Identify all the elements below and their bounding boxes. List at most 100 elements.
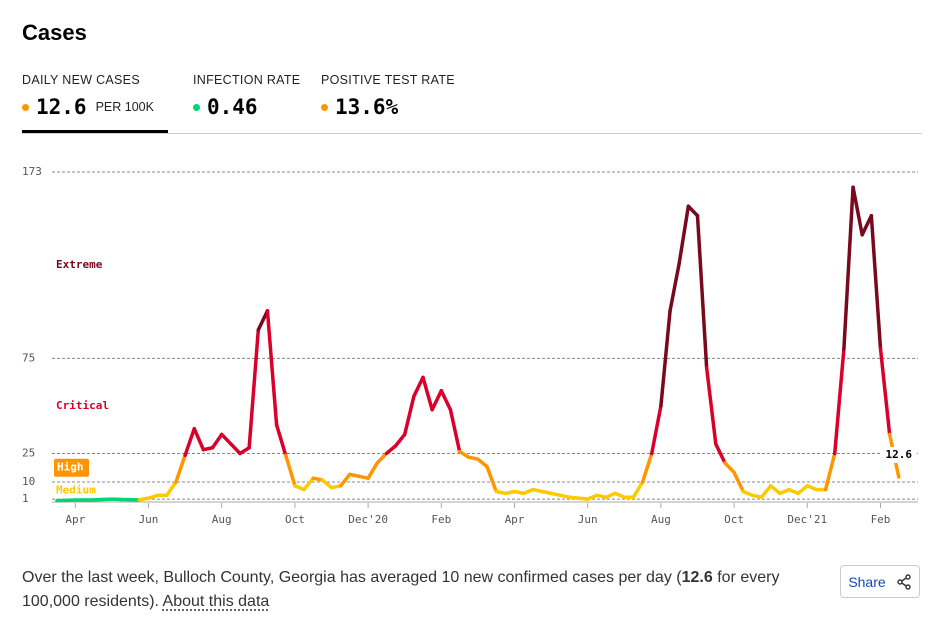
summary-text: for every 100,000 residents). [22, 569, 780, 610]
line-segment [631, 480, 645, 499]
line-segment [192, 426, 206, 452]
line-segment [732, 470, 745, 494]
end-label: 12.6 [886, 448, 913, 461]
metric-tab[interactable]: POSITIVE TEST RATE 13.6% [321, 73, 455, 119]
line-segment [704, 366, 718, 446]
line-segment [274, 423, 288, 458]
line-segment [695, 213, 709, 370]
line-segment [302, 476, 315, 492]
x-tick-label: Dec'21 [787, 513, 827, 526]
metric-value: 0.46 [207, 95, 258, 119]
line-segment [759, 484, 773, 499]
x-tick-label: Aug [212, 513, 232, 526]
metric-dot [321, 103, 328, 111]
y-tick-label: 75 [22, 351, 35, 364]
line-segment [448, 407, 462, 454]
line-segment [869, 213, 883, 351]
line-segment [457, 449, 471, 460]
metric-value: 12.6 [36, 95, 87, 119]
y-tick-label: 10 [22, 475, 35, 488]
line-segment [238, 446, 251, 456]
share-icon [896, 573, 911, 590]
line-segment [833, 347, 846, 456]
metric-dot [22, 103, 29, 111]
metric-tab[interactable]: INFECTION RATE 0.46 [193, 73, 300, 119]
line-segment [714, 442, 727, 465]
metric-label: POSITIVE TEST RATE [321, 73, 455, 87]
x-tick-label: Dec'20 [348, 513, 388, 526]
y-tick-label: 173 [22, 165, 42, 178]
line-segment [265, 309, 279, 427]
share-label: Share [848, 573, 886, 590]
line-segment [320, 478, 334, 490]
zone-label: High [57, 461, 84, 474]
line-segment [229, 442, 242, 456]
line-segment [768, 484, 782, 496]
line-segment [823, 451, 837, 492]
tab-divider [22, 133, 922, 134]
line-segment [659, 309, 672, 408]
y-tick-label: 25 [22, 446, 35, 459]
line-segment [256, 309, 270, 332]
line-segment [338, 472, 352, 488]
metric-value-row: 0.46 [193, 95, 300, 119]
metric-value-row: 13.6% [321, 95, 455, 119]
metric-label: DAILY NEW CASES [22, 73, 140, 87]
metric-dot [193, 103, 200, 111]
line-segment [796, 484, 810, 496]
line-segment [247, 328, 261, 450]
line-segment [476, 457, 489, 469]
metric-unit: PER 100K [95, 100, 154, 114]
zone-label: Medium [56, 484, 96, 497]
line-segment [375, 451, 389, 465]
metric-value-row: 12.6 PER 100K [22, 95, 154, 119]
line-segment [686, 204, 700, 218]
y-tick-label: 1 [22, 492, 29, 505]
metric-label: INFECTION RATE [193, 73, 301, 87]
section-title: Cases [22, 20, 87, 45]
line-segment [851, 185, 864, 237]
end-label-bg [880, 447, 917, 464]
line-segment [393, 432, 407, 448]
line-segment [430, 388, 444, 412]
metric-value: 13.6% [335, 95, 399, 119]
line-segment [210, 432, 224, 450]
x-tick-label: Feb [431, 513, 451, 526]
zone-label: Critical [56, 399, 109, 412]
zone-label: Extreme [56, 258, 103, 271]
line-segment [402, 394, 416, 437]
summary-text: Over the last week, Bulloch County, Geor… [22, 569, 682, 586]
line-segment [485, 465, 498, 494]
line-segment [439, 388, 453, 412]
line-segment [384, 444, 398, 456]
line-segment [284, 453, 297, 488]
x-tick-label: Jun [139, 513, 159, 526]
x-tick-label: Feb [871, 513, 891, 526]
x-tick-label: Aug [651, 513, 671, 526]
line-segment [723, 461, 736, 475]
x-tick-label: Oct [285, 513, 305, 526]
summary-value: 12.6 [681, 569, 713, 586]
line-segment [650, 404, 663, 456]
chart: 1 10 25 75 173 Medium High Critical Extreme Apr Ju… [22, 165, 918, 526]
line-segment [174, 453, 187, 484]
share-button[interactable]: Share [840, 565, 920, 598]
about-link[interactable]: About this data [162, 593, 270, 610]
line-segment [668, 261, 681, 313]
line-segment [421, 375, 434, 412]
line-segment [842, 185, 855, 351]
line-segment [165, 480, 178, 498]
line-segment [219, 432, 233, 446]
x-tick-label: Apr [65, 513, 85, 526]
metric-tab[interactable]: DAILY NEW CASES 12.6 PER 100K [22, 73, 154, 119]
summary: Over the last week, Bulloch County, Geor… [22, 566, 822, 614]
line-segment [878, 347, 892, 437]
x-tick-label: Jun [578, 513, 598, 526]
line-segment [412, 375, 425, 399]
line-segment [183, 426, 196, 458]
x-tick-label: Apr [505, 513, 525, 526]
line-segment [366, 461, 379, 480]
active-tab-underline [22, 130, 168, 133]
line-segment [640, 451, 654, 484]
